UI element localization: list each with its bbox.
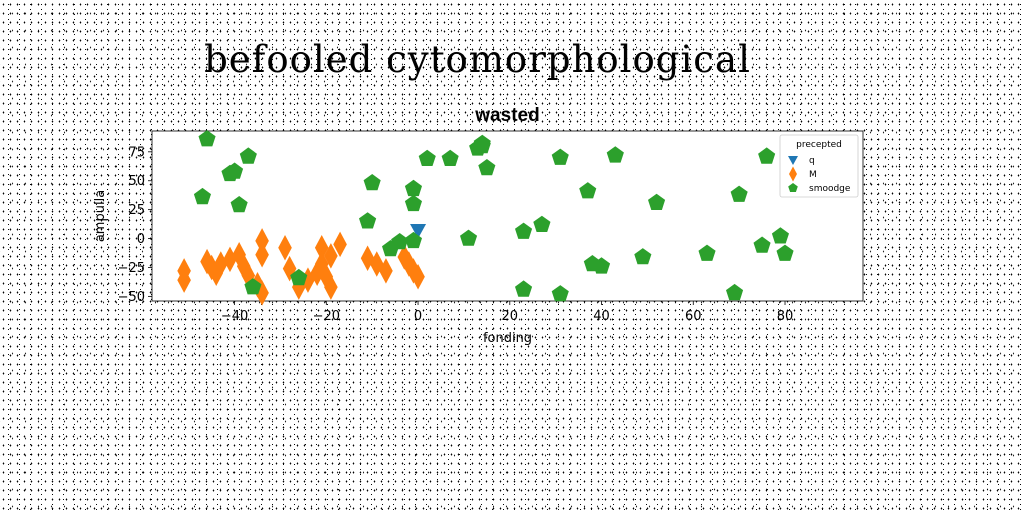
data-point-smoodge: [758, 147, 776, 164]
data-point-smoodge: [698, 244, 716, 261]
data-point-smoodge: [460, 229, 478, 246]
legend-title: precepted: [796, 140, 842, 150]
data-point-M: [369, 251, 384, 277]
data-point-M: [379, 258, 393, 284]
data-point-smoodge: [753, 236, 771, 253]
data-point-smoodge: [515, 280, 533, 297]
data-point-smoodge: [404, 231, 422, 249]
data-point-smoodge: [776, 244, 794, 261]
data-point-smoodge: [634, 248, 652, 265]
y-axis-label: ampulla: [93, 190, 108, 242]
x-tick-label: −20: [313, 309, 340, 324]
x-tick-label: 40: [593, 309, 610, 324]
y-tick-label: −50: [118, 290, 145, 305]
data-point-smoodge: [404, 179, 422, 197]
data-point-smoodge: [606, 146, 624, 163]
data-point-smoodge: [359, 212, 377, 229]
legend-frame: [779, 134, 859, 198]
data-point-smoodge: [478, 159, 496, 176]
legend-label-smoodge: smoodge: [809, 184, 851, 194]
y-tick-label: 50: [128, 174, 145, 189]
data-point-q: [410, 224, 427, 239]
data-point-smoodge: [391, 233, 409, 250]
y-axis-ticks: −50 −25 0 25 50 75: [118, 145, 152, 305]
data-point-smoodge: [726, 283, 744, 301]
data-point-smoodge: [404, 194, 422, 212]
data-point-smoodge: [551, 148, 569, 165]
data-point-M: [177, 258, 191, 284]
data-point-smoodge: [239, 147, 257, 164]
legend-marker-M: [789, 166, 797, 182]
x-tick-label: 60: [685, 309, 702, 324]
data-point-smoodge: [533, 215, 551, 232]
x-tick-label: 0: [414, 309, 422, 324]
y-tick-label: 75: [128, 145, 145, 160]
data-point-smoodge: [515, 222, 533, 239]
data-point-smoodge: [473, 137, 491, 154]
data-point-M: [314, 235, 329, 261]
data-point-smoodge: [290, 268, 308, 286]
data-point-M: [255, 241, 269, 268]
x-axis-label: fonding: [483, 331, 532, 346]
legend-label-M: M: [809, 170, 817, 180]
data-point-M: [324, 274, 338, 300]
data-point-smoodge: [579, 182, 597, 199]
data-point-smoodge: [226, 162, 244, 179]
data-point-smoodge: [441, 149, 459, 166]
data-point-smoodge: [418, 149, 436, 166]
data-point-smoodge: [771, 227, 789, 244]
data-point-M: [406, 258, 421, 284]
data-point-smoodge: [198, 130, 216, 147]
data-point-M: [278, 235, 292, 261]
data-point-smoodge: [363, 174, 381, 191]
figure-suptitle: befooled cytomorphological: [204, 38, 751, 81]
x-tick-label: −40: [221, 309, 248, 324]
data-points: [177, 130, 794, 306]
x-tick-label: 80: [777, 309, 794, 324]
data-point-smoodge: [730, 185, 748, 202]
data-point-smoodge: [230, 196, 248, 213]
y-tick-label: −25: [118, 261, 145, 276]
data-point-M: [360, 245, 375, 271]
data-point-smoodge: [244, 278, 262, 295]
y-tick-label: 0: [137, 232, 145, 247]
data-point-M: [241, 262, 256, 289]
data-point-smoodge: [648, 193, 666, 210]
x-axis-ticks: −40 −20 0 20 40 60 80: [221, 301, 793, 324]
data-point-M: [333, 231, 347, 258]
data-point-M: [324, 243, 338, 269]
legend-marker-smoodge: [788, 183, 798, 192]
legend-label-q: q: [809, 156, 815, 166]
chart-title: wasted: [474, 105, 539, 126]
data-point-M: [402, 251, 416, 277]
data-point-M: [236, 253, 251, 280]
data-point-M: [397, 244, 412, 270]
legend-marker-q: [788, 156, 798, 165]
data-point-M: [411, 263, 425, 290]
data-point-smoodge: [593, 257, 611, 274]
y-tick-label: 25: [128, 203, 145, 218]
x-tick-label: 20: [502, 309, 519, 324]
data-point-smoodge: [551, 285, 569, 302]
plot-area: [151, 130, 864, 302]
data-point-smoodge: [193, 187, 211, 205]
data-point-M: [255, 228, 269, 254]
